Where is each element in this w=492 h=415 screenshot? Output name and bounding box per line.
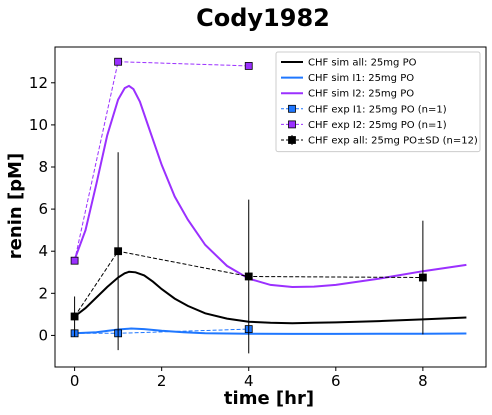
data-point-marker [114,57,123,66]
chart-title: Cody1982 [196,4,330,32]
y-tick-label: 10 [29,116,48,134]
series-line-5 [74,250,423,317]
legend: CHF sim all: 25mg PO CHF sim I1: 25mg PO C… [275,51,481,153]
plot-area [70,57,467,354]
x-tick-label: 4 [244,372,254,390]
axes-ticks: 0 2 4 6 8 0 2 4 6 8 10 12 [29,74,428,390]
legend-marker [288,104,296,113]
legend-marker [288,136,296,144]
data-point-marker [244,62,253,70]
series-line-2 [73,84,467,289]
x-tick-label: 8 [418,372,428,390]
x-tick-label: 0 [70,372,80,390]
y-tick-label: 2 [38,284,48,302]
data-point-marker [70,256,79,265]
legend-label: CHF exp all: 25mg PO±SD (n=12) [308,136,478,147]
series-line-4 [74,61,249,261]
y-tick-label: 4 [38,242,48,260]
x-tick-label: 6 [331,372,341,390]
y-tick-label: 12 [29,74,48,92]
legend-box [275,51,481,153]
data-point-marker [418,273,427,282]
legend-label: CHF sim I2: 25mg PO [308,89,414,100]
legend-label: CHF sim all: 25mg PO [308,58,417,69]
data-point-marker [244,272,253,281]
y-tick-label: 6 [38,200,48,218]
legend-marker [288,120,296,129]
y-axis-label: renin [pM] [5,153,26,259]
legend-label: CHF exp I2: 25mg PO (n=1) [308,120,447,131]
legend-label: CHF exp I1: 25mg PO (n=1) [308,104,447,115]
data-point-marker [114,247,123,256]
y-tick-label: 0 [38,326,48,344]
series-line-1 [74,327,467,335]
plot-frame [54,46,487,368]
series-line-0 [73,270,467,325]
x-tick-label: 2 [157,372,167,390]
legend-label: CHF sim I1: 25mg PO [308,73,414,84]
x-axis-label: time [hr] [224,388,314,409]
y-tick-label: 8 [38,158,48,176]
data-point-marker [70,312,79,321]
